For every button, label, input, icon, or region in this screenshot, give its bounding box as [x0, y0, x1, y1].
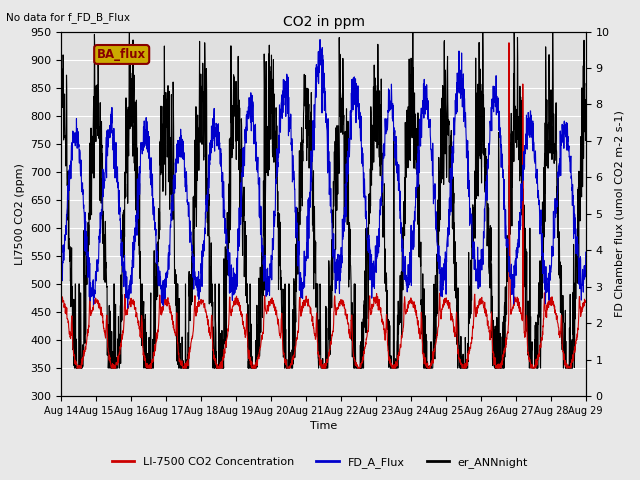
Legend: LI-7500 CO2 Concentration, FD_A_Flux, er_ANNnight: LI-7500 CO2 Concentration, FD_A_Flux, er…	[108, 452, 532, 472]
X-axis label: Time: Time	[310, 421, 337, 432]
Title: CO2 in ppm: CO2 in ppm	[283, 15, 365, 29]
Y-axis label: FD Chamber flux (umol CO2 m-2 s-1): FD Chamber flux (umol CO2 m-2 s-1)	[615, 110, 625, 317]
Y-axis label: LI7500 CO2 (ppm): LI7500 CO2 (ppm)	[15, 163, 25, 265]
Text: BA_flux: BA_flux	[97, 48, 147, 61]
Text: No data for f_FD_B_Flux: No data for f_FD_B_Flux	[6, 12, 131, 23]
